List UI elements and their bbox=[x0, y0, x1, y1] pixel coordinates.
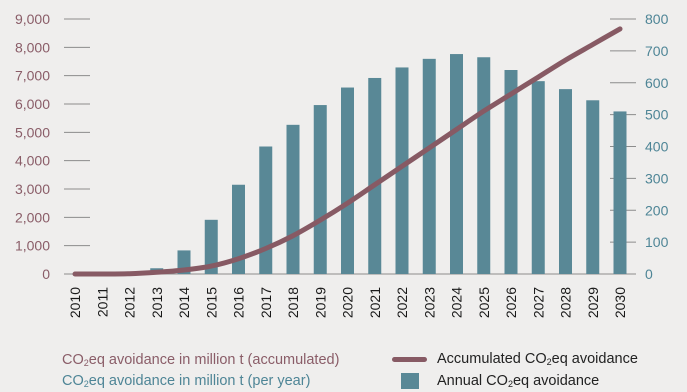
bar bbox=[422, 58, 436, 274]
bar bbox=[286, 124, 300, 274]
legend-label-accumulated: Accumulated CO2eq avoidance bbox=[437, 350, 638, 367]
bar bbox=[368, 77, 382, 274]
x-axis-tick-label: 2016 bbox=[231, 287, 247, 318]
bar bbox=[559, 89, 572, 274]
x-axis-tick-label: 2021 bbox=[367, 287, 383, 318]
left-axis-tick-label: 2,000 bbox=[15, 209, 50, 225]
right-axis-tick-label: 400 bbox=[645, 139, 669, 155]
bar bbox=[586, 100, 600, 274]
legend: Accumulated CO2eq avoidance Annual CO2eq… bbox=[392, 348, 638, 392]
bar bbox=[450, 54, 463, 274]
right-axis-tick-label: 200 bbox=[645, 202, 669, 218]
x-axis-tick-label: 2014 bbox=[176, 287, 192, 318]
bar bbox=[395, 67, 409, 274]
right-axis-tick-label: 600 bbox=[645, 75, 669, 91]
left-axis-tick-label: 1,000 bbox=[15, 238, 50, 254]
x-axis-tick-label: 2010 bbox=[67, 287, 83, 318]
right-axis-tick-label: 500 bbox=[645, 107, 669, 123]
legend-item-accumulated: Accumulated CO2eq avoidance bbox=[392, 348, 638, 370]
x-axis-tick-label: 2025 bbox=[476, 287, 492, 318]
x-axis-tick-label: 2020 bbox=[340, 287, 356, 318]
bar bbox=[504, 70, 518, 274]
x-axis-tick-label: 2024 bbox=[449, 287, 465, 318]
x-axis-tick-label: 2023 bbox=[421, 287, 437, 318]
legend-line-swatch bbox=[392, 356, 427, 362]
x-axis-tick-label: 2019 bbox=[312, 287, 328, 318]
x-axis-tick-label: 2011 bbox=[94, 287, 110, 317]
bar bbox=[232, 184, 245, 274]
x-axis-tick-label: 2026 bbox=[503, 287, 519, 318]
bar bbox=[313, 105, 327, 274]
legend-bar-swatch bbox=[400, 372, 419, 389]
x-axis-tick-label: 2030 bbox=[612, 287, 628, 318]
bar bbox=[613, 111, 627, 274]
left-axis-tick-label: 6,000 bbox=[15, 96, 50, 112]
bar bbox=[259, 146, 273, 274]
right-axis-tick-label: 300 bbox=[645, 170, 669, 186]
right-axis-tick-label: 0 bbox=[645, 266, 653, 282]
left-axis-tick-label: 7,000 bbox=[15, 68, 50, 84]
x-axis-tick-label: 2018 bbox=[285, 287, 301, 318]
left-axis-tick-label: 9,000 bbox=[15, 11, 50, 27]
left-axis-tick-label: 3,000 bbox=[15, 181, 50, 197]
x-axis-tick-label: 2027 bbox=[530, 287, 546, 318]
left-axis-title: CO2eq avoidance in million t (accumulate… bbox=[62, 352, 340, 368]
right-axis-tick-label: 800 bbox=[645, 11, 669, 27]
legend-label-annual: Annual CO2eq avoidance bbox=[437, 372, 600, 389]
x-axis-tick-label: 2013 bbox=[149, 287, 165, 318]
right-axis-tick-label: 700 bbox=[645, 43, 669, 59]
bar bbox=[204, 219, 218, 274]
left-axis-tick-label: 8,000 bbox=[15, 39, 50, 55]
bar bbox=[477, 57, 491, 274]
bar bbox=[531, 81, 545, 274]
left-axis-tick-label: 0 bbox=[42, 266, 50, 282]
x-axis-tick-label: 2017 bbox=[258, 287, 274, 318]
right-axis-title: CO2eq avoidance in million t (per year) bbox=[62, 373, 311, 389]
left-axis-tick-label: 4,000 bbox=[15, 153, 50, 169]
x-axis-tick-label: 2015 bbox=[203, 287, 219, 318]
x-axis-tick-label: 2028 bbox=[558, 287, 574, 318]
legend-item-annual: Annual CO2eq avoidance bbox=[392, 370, 638, 392]
axis-titles: CO2eq avoidance in million t (accumulate… bbox=[62, 350, 339, 392]
bar bbox=[341, 87, 354, 274]
accumulated-line bbox=[72, 26, 623, 277]
right-axis-tick-label: 100 bbox=[645, 234, 669, 250]
x-axis-tick-label: 2012 bbox=[122, 287, 138, 318]
x-axis-tick-label: 2029 bbox=[585, 287, 601, 318]
x-axis-tick-label: 2022 bbox=[394, 287, 410, 318]
left-axis-tick-label: 5,000 bbox=[15, 124, 50, 140]
